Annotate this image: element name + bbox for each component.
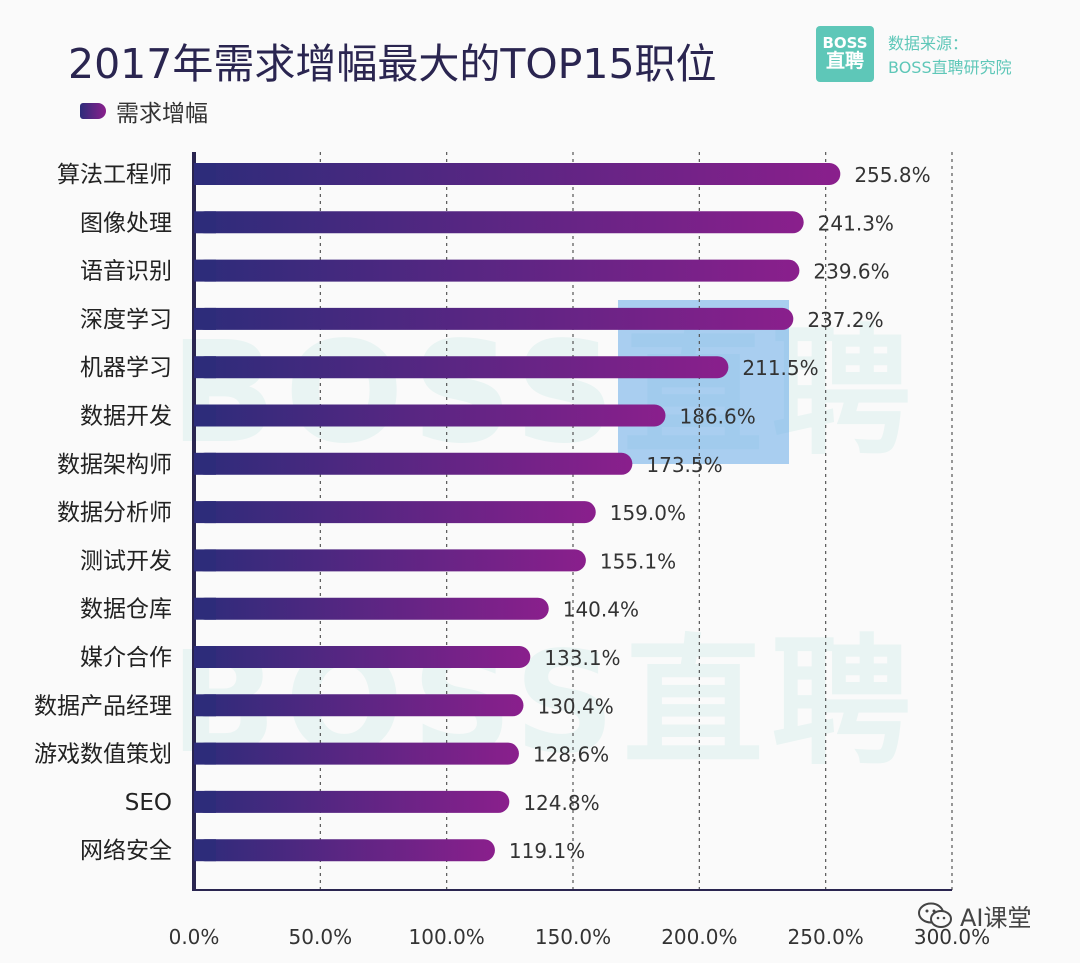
bar [194, 356, 729, 379]
x-tick-label: 300.0% [914, 925, 990, 949]
category-label: 数据分析师 [57, 500, 172, 526]
legend-label: 需求增幅 [116, 101, 208, 127]
x-tick-label: 200.0% [661, 925, 737, 949]
category-label: 数据开发 [80, 404, 172, 430]
bar-base [194, 163, 216, 185]
wechat-icon [918, 902, 952, 930]
value-label: 211.5% [742, 356, 818, 380]
category-label: 图像处理 [80, 210, 172, 236]
bar-base [194, 259, 216, 282]
category-label: 深度学习 [80, 307, 172, 333]
legend: 需求增幅 [80, 94, 208, 128]
value-label: 173.5% [646, 453, 722, 477]
bar-base [194, 790, 216, 813]
bar-base [194, 694, 216, 717]
bar-base [194, 646, 216, 668]
category-label: SEO [125, 790, 172, 816]
value-label: 130.4% [537, 694, 613, 718]
category-label: 数据架构师 [57, 452, 172, 478]
chart-title: 2017年需求增幅最大的TOP15职位 [68, 40, 717, 88]
category-label: 游戏数值策划 [34, 742, 172, 768]
brand-logo: BOSS 直聘 [816, 26, 874, 82]
bar-base [194, 404, 216, 427]
value-label: 237.2% [807, 308, 883, 332]
bar [194, 452, 633, 475]
category-label: 数据产品经理 [34, 693, 172, 719]
brand-block: BOSS 直聘 数据来源： BOSS直聘研究院 [816, 26, 1012, 82]
bar-base [194, 742, 216, 765]
category-label: 测试开发 [80, 548, 172, 574]
value-label: 255.8% [854, 163, 930, 187]
x-tick-label: 50.0% [289, 925, 353, 949]
brand-logo-bottom: 直聘 [825, 49, 864, 72]
x-tick-label: 250.0% [788, 925, 864, 949]
bar [194, 549, 586, 572]
bar [194, 597, 549, 620]
bar [194, 839, 495, 862]
value-label: 133.1% [544, 646, 620, 670]
x-tick-label: 0.0% [169, 925, 220, 949]
value-label: 119.1% [509, 839, 585, 863]
bar [194, 259, 800, 282]
bar [194, 501, 596, 524]
bar [194, 790, 510, 813]
category-label: 媒介合作 [80, 645, 172, 671]
bar [194, 163, 841, 185]
bar [194, 211, 804, 234]
source-label: 数据来源： [888, 34, 969, 53]
bar-base [194, 356, 216, 379]
value-label: 159.0% [610, 501, 686, 525]
value-label: 128.6% [533, 743, 609, 767]
value-label: 186.6% [679, 405, 755, 429]
category-label: 网络安全 [80, 838, 172, 864]
bar-base [194, 452, 216, 475]
bar-base [194, 549, 216, 572]
bar [194, 742, 519, 765]
bar-base [194, 307, 216, 330]
value-label: 140.4% [563, 598, 639, 622]
brand-source: 数据来源： BOSS直聘研究院 [888, 32, 1012, 80]
footer-mark: AI课堂 [918, 898, 1032, 933]
bar [194, 646, 531, 668]
x-tick-label: 150.0% [535, 925, 611, 949]
value-label: 155.1% [600, 549, 676, 573]
bar [194, 404, 666, 427]
bar-base [194, 839, 216, 862]
bar-base [194, 597, 216, 620]
category-label: 机器学习 [80, 355, 172, 381]
brand-logo-top: BOSS [822, 34, 868, 53]
value-label: 124.8% [523, 791, 599, 815]
bar-base [194, 211, 216, 234]
source-name: BOSS直聘研究院 [888, 58, 1012, 77]
category-label: 数据仓库 [80, 597, 172, 623]
footer-label: AI课堂 [960, 904, 1032, 932]
bar [194, 694, 524, 717]
bar-base [194, 501, 216, 524]
value-label: 241.3% [818, 211, 894, 235]
category-label: 算法工程师 [57, 162, 172, 188]
bar [194, 307, 794, 330]
legend-swatch [80, 103, 106, 119]
x-tick-label: 100.0% [409, 925, 485, 949]
category-label: 语音识别 [80, 259, 172, 285]
value-label: 239.6% [813, 260, 889, 284]
